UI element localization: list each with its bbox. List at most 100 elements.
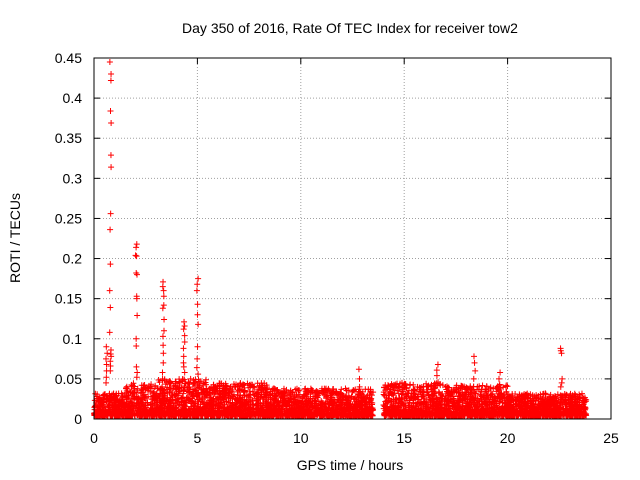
data-point xyxy=(499,412,506,419)
data-point xyxy=(249,402,256,409)
data-point xyxy=(370,389,377,396)
data-point xyxy=(283,405,290,412)
data-point xyxy=(270,402,277,409)
data-point xyxy=(245,401,252,408)
data-point xyxy=(362,386,369,393)
data-point xyxy=(223,398,230,405)
data-point xyxy=(295,407,302,414)
data-point xyxy=(235,407,242,414)
data-point xyxy=(455,402,462,409)
data-point xyxy=(325,385,332,392)
data-point xyxy=(165,404,172,411)
data-point xyxy=(491,409,498,416)
data-point xyxy=(123,385,130,392)
y-tick-label: 0.15 xyxy=(55,291,82,307)
data-point xyxy=(392,381,399,388)
data-point xyxy=(145,384,152,391)
data-point xyxy=(237,392,244,399)
data-point xyxy=(106,390,113,397)
data-point xyxy=(430,402,437,409)
data-point xyxy=(102,409,109,416)
data-point xyxy=(301,391,308,398)
data-point xyxy=(105,401,112,408)
data-point xyxy=(156,379,163,386)
data-point xyxy=(414,393,421,400)
data-point xyxy=(380,389,387,396)
data-point xyxy=(420,393,427,400)
data-point xyxy=(95,403,102,410)
data-point xyxy=(392,407,399,414)
data-point xyxy=(579,397,586,404)
data-point xyxy=(363,408,370,415)
data-point xyxy=(150,389,157,396)
data-point xyxy=(250,383,257,390)
data-point xyxy=(492,412,499,419)
data-point xyxy=(289,390,296,397)
data-point xyxy=(278,405,285,412)
data-point xyxy=(207,394,214,401)
data-point xyxy=(198,389,205,396)
data-point xyxy=(468,410,475,417)
y-tick-label: 0.35 xyxy=(55,130,82,146)
data-point xyxy=(153,399,160,406)
data-point xyxy=(117,412,124,419)
data-point xyxy=(181,403,188,410)
chart-title: Day 350 of 2016, Rate Of TEC Index for r… xyxy=(182,20,518,36)
data-point xyxy=(382,398,389,405)
data-point xyxy=(175,402,182,409)
data-point xyxy=(172,378,179,385)
data-point xyxy=(293,392,300,399)
data-point xyxy=(342,411,349,418)
data-point xyxy=(493,406,500,413)
data-point xyxy=(185,396,192,403)
x-tick-label: 5 xyxy=(194,430,202,446)
y-tick-label: 0.25 xyxy=(55,210,82,226)
y-tick-label: 0.45 xyxy=(55,50,82,66)
data-point xyxy=(352,386,359,393)
data-point xyxy=(318,412,325,419)
data-point xyxy=(203,376,210,383)
data-point xyxy=(123,393,130,400)
data-point xyxy=(479,382,486,389)
data-point xyxy=(204,399,211,406)
data-point xyxy=(216,404,223,411)
data-point xyxy=(269,412,276,419)
data-point xyxy=(470,400,477,407)
data-point xyxy=(205,403,212,410)
data-point xyxy=(459,391,466,398)
data-point xyxy=(166,378,173,385)
data-point xyxy=(387,411,394,418)
data-point xyxy=(181,384,188,391)
data-point xyxy=(112,397,119,404)
data-point xyxy=(388,398,395,405)
data-point xyxy=(260,389,267,396)
data-point xyxy=(406,399,413,406)
data-point xyxy=(497,394,504,401)
data-point xyxy=(261,412,268,419)
data-point xyxy=(157,390,164,397)
data-point xyxy=(141,382,148,389)
data-point xyxy=(321,410,328,417)
data-point xyxy=(94,404,101,411)
data-point xyxy=(179,378,186,385)
data-point xyxy=(345,387,352,394)
data-point xyxy=(216,412,223,419)
data-point xyxy=(135,403,142,410)
data-point xyxy=(414,383,421,390)
data-point xyxy=(347,396,354,403)
data-point xyxy=(214,385,221,392)
data-point xyxy=(209,389,216,396)
data-points xyxy=(91,59,590,419)
data-point xyxy=(322,386,329,393)
data-point xyxy=(367,386,374,393)
data-point xyxy=(292,399,299,406)
data-point xyxy=(565,396,572,403)
data-point xyxy=(481,390,488,397)
data-point xyxy=(275,411,282,418)
data-point xyxy=(244,380,251,387)
data-point xyxy=(335,401,342,408)
data-point xyxy=(246,388,253,395)
data-point xyxy=(106,402,113,409)
data-point xyxy=(104,395,111,402)
data-point xyxy=(315,398,322,405)
